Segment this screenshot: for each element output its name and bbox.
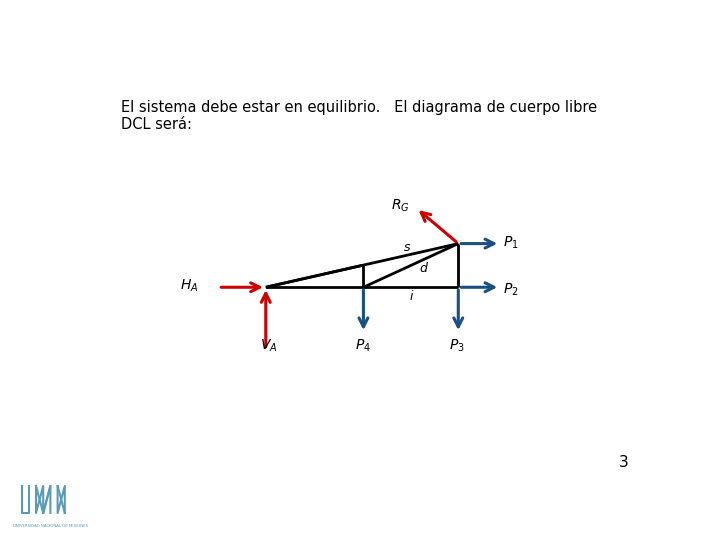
Text: d: d (419, 262, 427, 275)
Text: $P_2$: $P_2$ (503, 282, 518, 299)
Text: $V_A$: $V_A$ (260, 337, 277, 354)
Text: i: i (409, 290, 413, 303)
Text: $H_A$: $H_A$ (181, 278, 199, 294)
Text: $R_G$: $R_G$ (392, 198, 410, 214)
Text: UNIVERSIDAD NACIONAL DE MISIONES: UNIVERSIDAD NACIONAL DE MISIONES (13, 524, 88, 528)
Text: 3: 3 (618, 455, 629, 470)
Text: $P_1$: $P_1$ (503, 234, 518, 251)
Text: $P_3$: $P_3$ (449, 337, 465, 354)
Text: s: s (405, 241, 411, 254)
Text: $P_4$: $P_4$ (356, 337, 372, 354)
Text: DCL será:: DCL será: (121, 117, 192, 132)
Text: El sistema debe estar en equilibrio.   El diagrama de cuerpo libre: El sistema debe estar en equilibrio. El … (121, 100, 597, 115)
